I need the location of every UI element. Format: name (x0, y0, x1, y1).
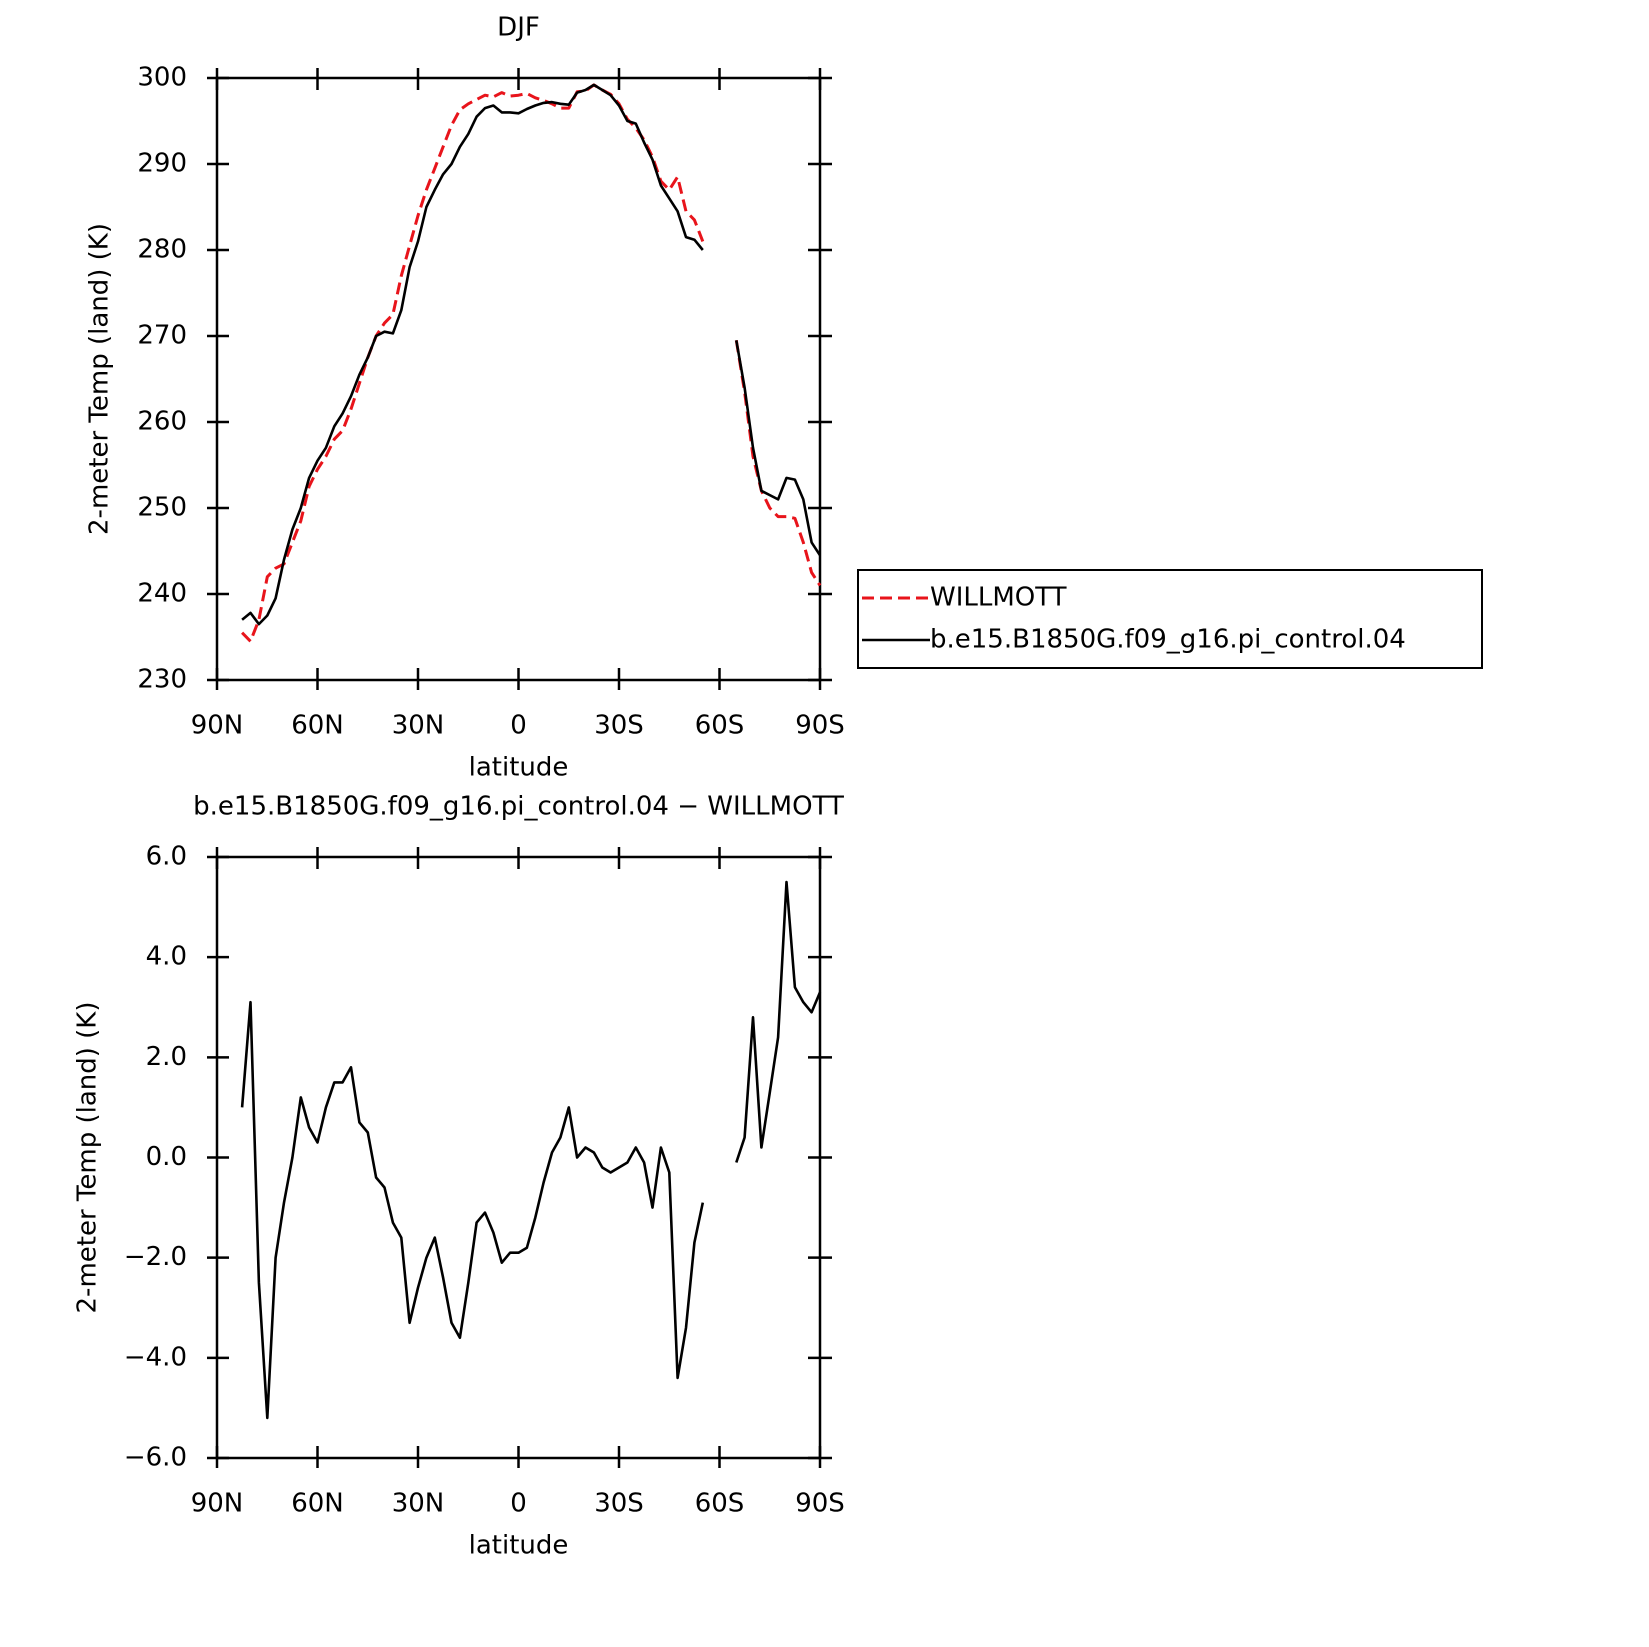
legend-label: b.e15.B1850G.f09_g16.pi_control.04 (930, 625, 1406, 655)
y-tick-label: 6.0 (146, 842, 187, 872)
x-tick-label: 60S (695, 711, 745, 741)
x-tick-label: 90N (191, 1489, 244, 1519)
x-tick-label: 30S (594, 1489, 644, 1519)
y-tick-label: 270 (137, 321, 187, 351)
x-tick-label: 30S (594, 711, 644, 741)
y-tick-label: −4.0 (124, 1342, 187, 1372)
y-tick-label: 2.0 (146, 1042, 187, 1072)
plot-frame (215, 76, 822, 682)
y-tick-label: 290 (137, 149, 187, 179)
chart-title: b.e15.B1850G.f09_g16.pi_control.04 − WIL… (193, 792, 844, 822)
x-tick-label: 90N (191, 711, 244, 741)
x-tick-label: 60N (291, 1489, 344, 1519)
y-tick-label: 250 (137, 493, 187, 523)
x-tick-label: 0 (510, 1489, 527, 1519)
y-tick-label: 230 (137, 665, 187, 695)
y-tick-label: −2.0 (124, 1242, 187, 1272)
x-tick-label: 90S (795, 1489, 845, 1519)
x-axis-label: latitude (469, 1531, 569, 1561)
y-tick-label: 4.0 (146, 942, 187, 972)
legend-box (857, 569, 1483, 669)
x-tick-label: 30N (392, 711, 445, 741)
data-line (241, 83, 822, 626)
y-tick-label: 280 (137, 235, 187, 265)
x-tick-label: 60N (291, 711, 344, 741)
data-line (240, 880, 822, 1420)
x-tick-label: 60S (695, 1489, 745, 1519)
data-line (241, 83, 822, 643)
legend-label: WILLMOTT (930, 583, 1067, 613)
y-axis-label: 2-meter Temp (land) (K) (85, 223, 115, 535)
y-tick-label: 300 (137, 63, 187, 93)
x-axis-label: latitude (469, 753, 569, 783)
y-tick-label: 260 (137, 407, 187, 437)
x-tick-label: 0 (510, 711, 527, 741)
y-tick-label: −6.0 (124, 1443, 187, 1473)
chart-title: DJF (497, 13, 540, 43)
plot-frame (215, 855, 822, 1460)
x-tick-label: 30N (392, 1489, 445, 1519)
y-axis-label: 2-meter Temp (land) (K) (73, 1002, 103, 1314)
x-tick-label: 90S (795, 711, 845, 741)
y-tick-label: 0.0 (146, 1142, 187, 1172)
y-tick-label: 240 (137, 579, 187, 609)
